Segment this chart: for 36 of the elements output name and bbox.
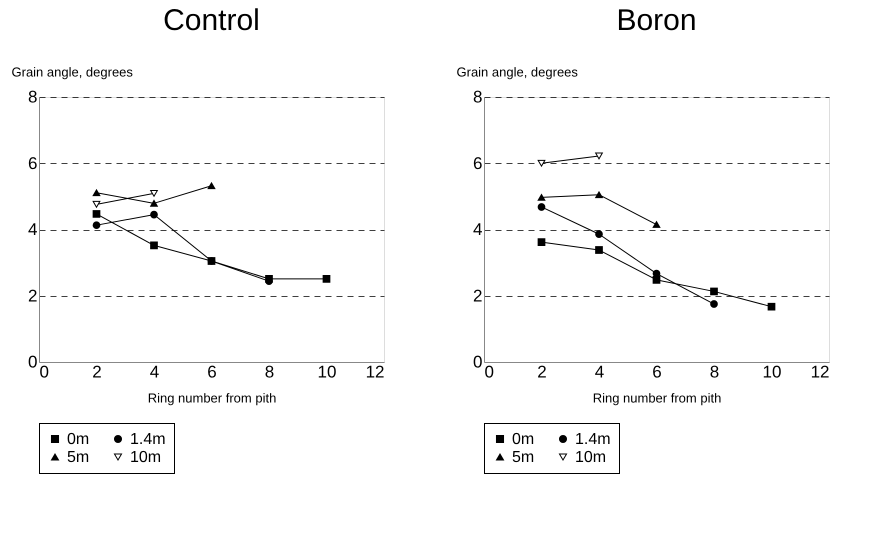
y-tick-label: 4 bbox=[28, 220, 38, 239]
x-tick-label: 0 bbox=[40, 362, 49, 382]
chart-title: Control bbox=[163, 4, 260, 37]
x-tick-label: 6 bbox=[652, 362, 662, 382]
x-tick-label: 2 bbox=[537, 362, 547, 382]
y-tick-label: 8 bbox=[473, 88, 482, 106]
legend-label: 0m bbox=[67, 431, 90, 448]
x-tick-label: 8 bbox=[264, 362, 274, 382]
x-axis-title: Ring number from pith bbox=[592, 390, 722, 406]
legend-label: 1.4m bbox=[130, 431, 166, 448]
x-tick-label: 4 bbox=[594, 362, 604, 382]
x-tick-label: 6 bbox=[207, 362, 217, 382]
legend-label: 5m bbox=[67, 449, 90, 466]
x-tick-label: 12 bbox=[366, 362, 384, 382]
y-tick-label: 4 bbox=[473, 220, 482, 239]
y-axis-title: Grain angle, degrees bbox=[12, 64, 134, 80]
legend-label: 5m bbox=[512, 449, 534, 466]
x-tick-label: 8 bbox=[710, 362, 720, 382]
y-tick-label: 2 bbox=[473, 286, 482, 306]
x-axis-title: Ring number from pith bbox=[148, 390, 276, 406]
legend-label: 10m bbox=[130, 449, 162, 466]
chart-title: Boron bbox=[616, 4, 697, 37]
x-tick-label: 10 bbox=[762, 362, 782, 382]
x-tick-label: 4 bbox=[150, 362, 160, 382]
x-tick-label: 2 bbox=[92, 362, 102, 382]
legend-label: 10m bbox=[575, 449, 606, 466]
x-tick-label: 12 bbox=[810, 362, 830, 382]
legend-label: 1.4m bbox=[575, 431, 611, 448]
y-tick-label: 6 bbox=[28, 154, 38, 173]
x-tick-label: 0 bbox=[484, 362, 494, 382]
y-tick-label: 2 bbox=[28, 286, 38, 306]
y-tick-label: 8 bbox=[28, 88, 38, 106]
legend-label: 0m bbox=[512, 431, 534, 448]
x-tick-label: 10 bbox=[318, 362, 336, 382]
y-axis-title: Grain angle, degrees bbox=[456, 64, 578, 80]
y-tick-label: 6 bbox=[473, 154, 482, 173]
